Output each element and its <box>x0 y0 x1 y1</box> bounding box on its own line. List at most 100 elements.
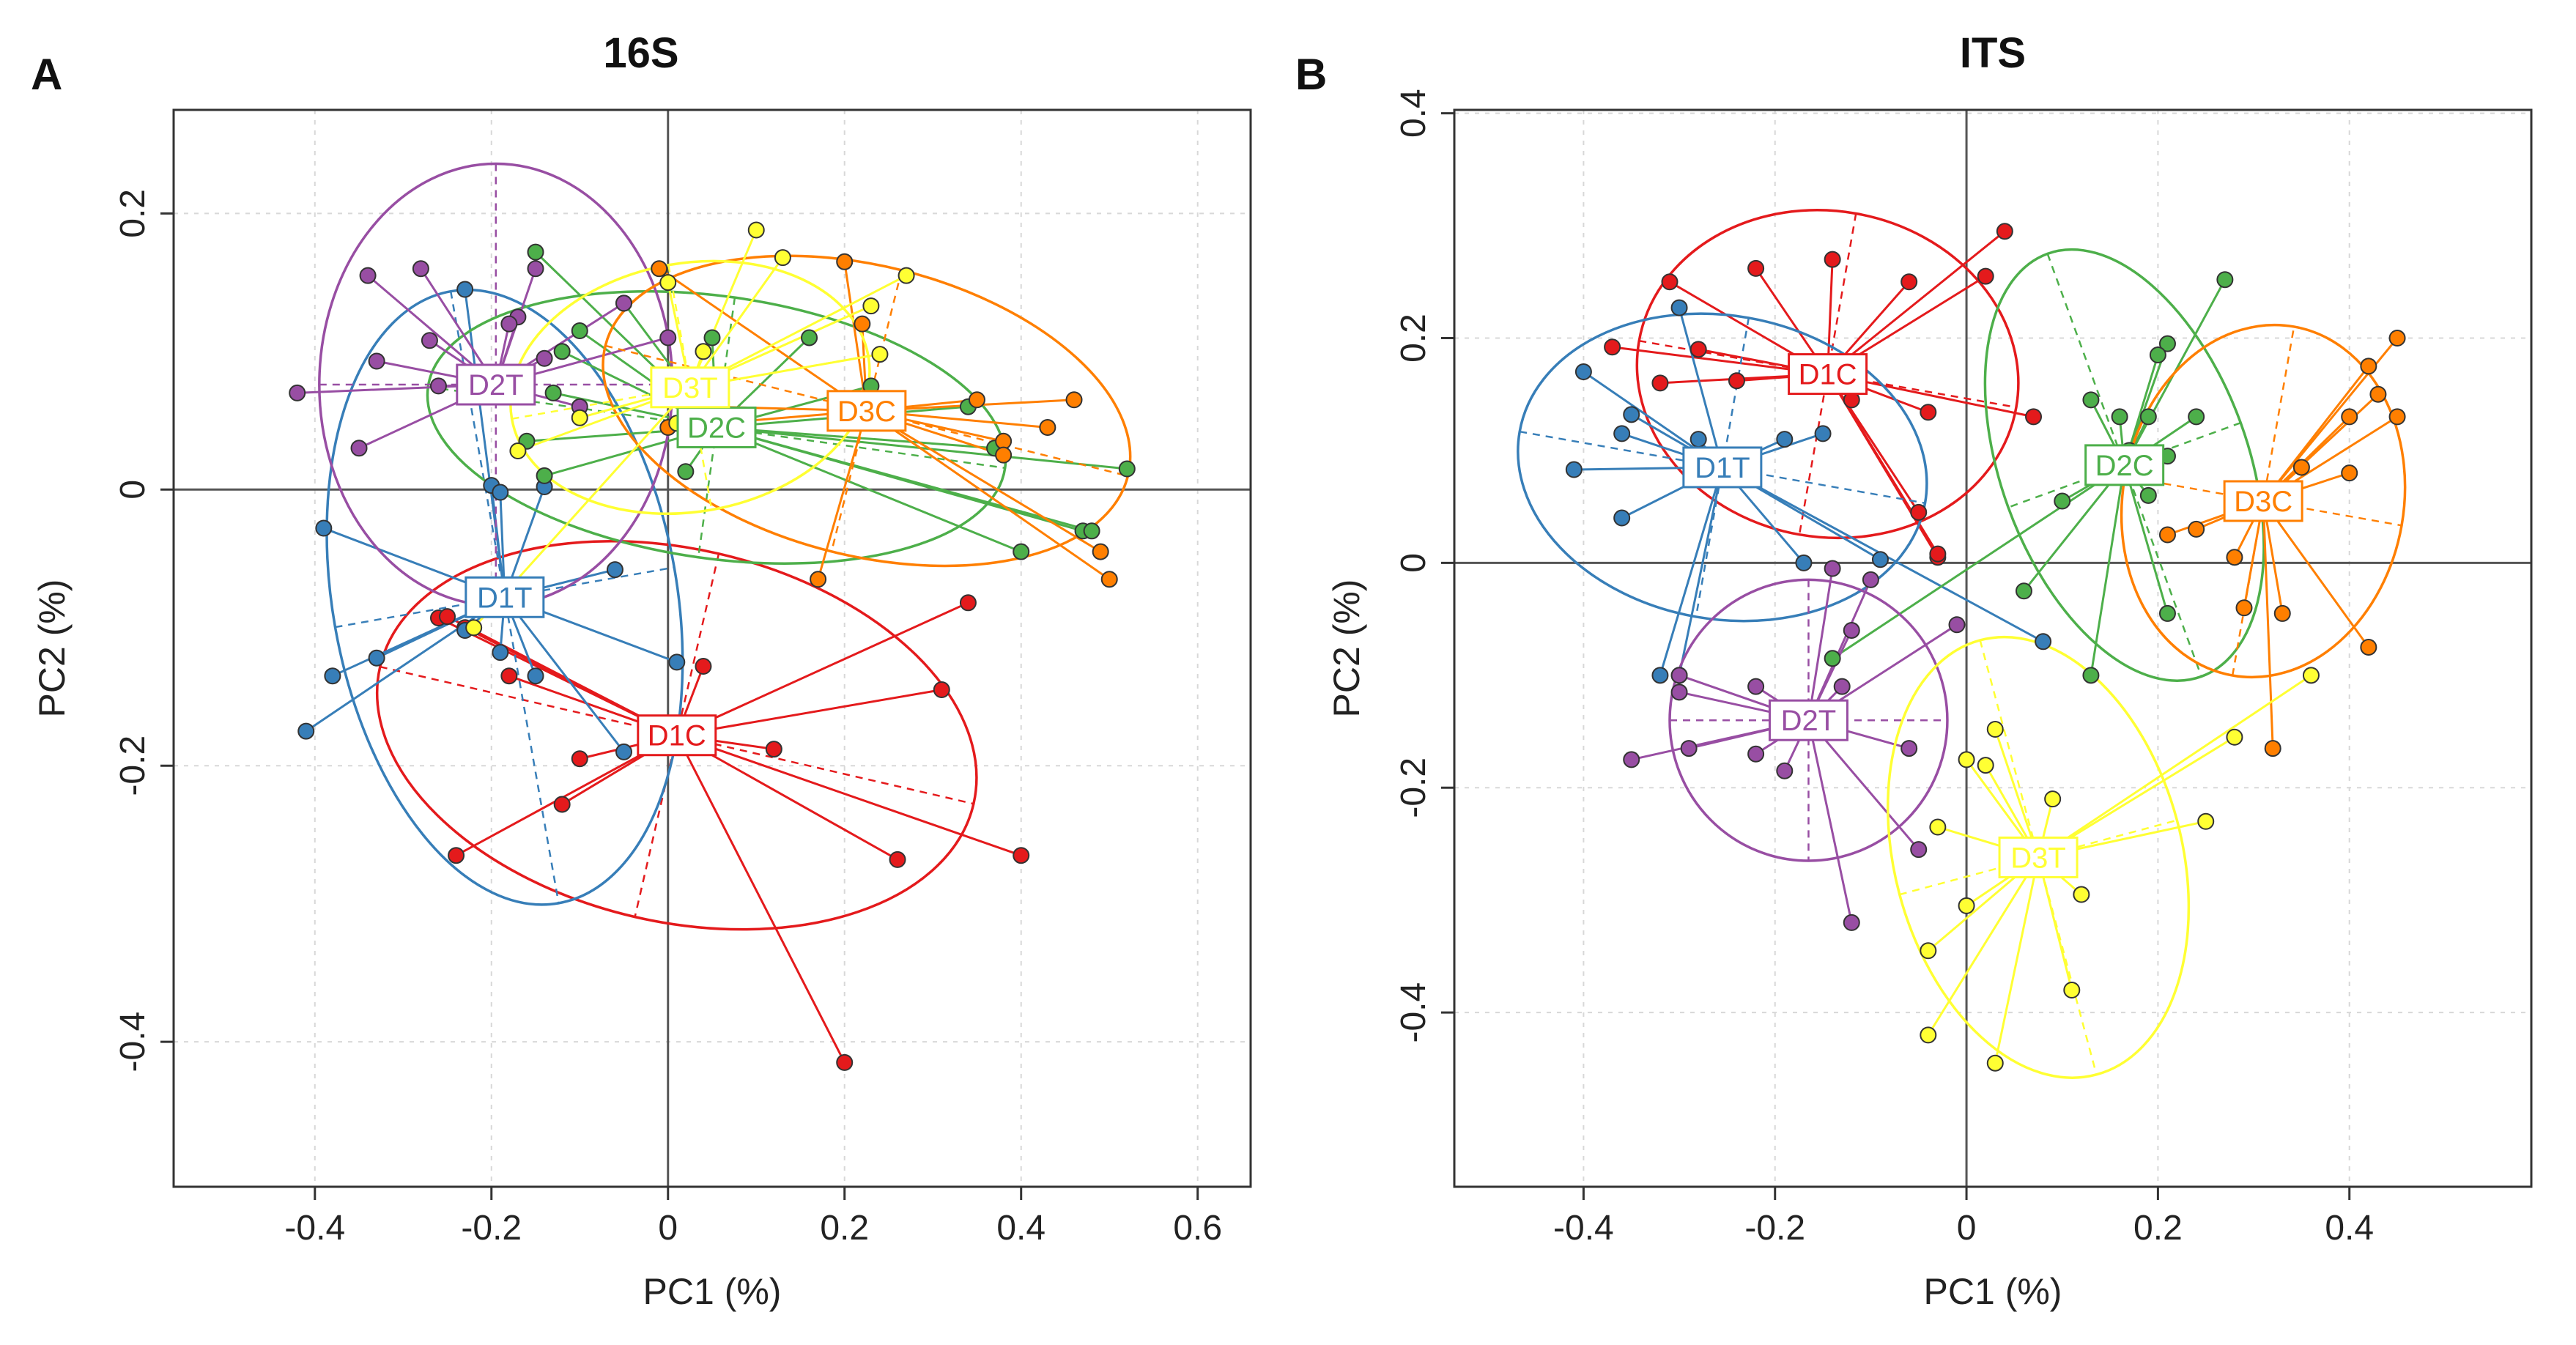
point-D1C <box>1604 338 1621 356</box>
ellipse-axis-minor <box>697 297 736 557</box>
x-tick-label: 0.4 <box>996 1209 1045 1248</box>
point-D1C <box>836 1053 854 1071</box>
point-D3T <box>2226 728 2243 746</box>
point-D2T <box>1833 678 1851 695</box>
point-D2T <box>1843 621 1860 639</box>
point-D1C <box>1996 223 2013 240</box>
point-D2C <box>1013 543 1030 560</box>
point-D2T <box>1824 560 1841 577</box>
point-D3C <box>968 391 985 409</box>
point-D1T <box>492 483 509 501</box>
spider-line-D2T <box>1807 568 1834 721</box>
point-D3T <box>774 249 791 267</box>
points-D3T <box>1920 667 2320 1072</box>
point-D2T <box>1900 740 1918 757</box>
point-D1T <box>492 644 509 662</box>
point-D2C <box>1118 460 1136 478</box>
point-D2C <box>2216 271 2234 289</box>
point-D1T <box>297 722 315 740</box>
x-tick-label: 0.4 <box>2325 1209 2374 1248</box>
point-D1T <box>324 667 341 685</box>
y-tick-label: 0.4 <box>1394 89 1433 138</box>
spider-line-D1T <box>1659 467 1724 676</box>
point-D2T <box>289 384 306 401</box>
point-D3T <box>2197 812 2215 830</box>
point-D3T <box>1920 1026 1937 1044</box>
spider-line-D3C <box>817 410 868 580</box>
y-tick-label: 0 <box>1394 553 1433 573</box>
point-D1T <box>368 649 385 667</box>
y-tick-label: -0.2 <box>114 736 152 796</box>
point-D2C <box>801 329 818 347</box>
ellipse-axis-major <box>1899 819 2177 896</box>
point-D3T <box>897 267 915 284</box>
point-D2C <box>536 467 553 484</box>
point-D2T <box>536 349 553 367</box>
label-text-D2C: D2C <box>687 412 746 444</box>
spider-line-D3C <box>866 410 1111 581</box>
x-tick-label: -0.4 <box>1553 1209 1614 1248</box>
label-box <box>637 714 717 757</box>
y-tick-label: 0.2 <box>114 189 152 238</box>
point-D1T <box>1871 551 1889 568</box>
point-D2T <box>1680 740 1698 757</box>
x-tick-label: 0.2 <box>2133 1209 2183 1248</box>
centroid-label-D1C: D1C <box>637 714 717 757</box>
point-D3T <box>2063 981 2081 998</box>
point-D1T <box>1651 667 1669 684</box>
point-D2T <box>1862 571 1879 588</box>
point-D3C <box>651 260 668 278</box>
x-tick-label: 0.2 <box>820 1209 869 1248</box>
spider-line-D2T <box>1807 579 1872 721</box>
label-text-D3T: D3T <box>2010 842 2066 874</box>
point-D1C <box>1689 341 1707 358</box>
spider-line-D2T <box>1807 719 1853 923</box>
spider-line-D3C <box>866 410 1101 553</box>
point-D1C <box>571 750 588 768</box>
point-D3C <box>1065 391 1083 409</box>
point-D1C <box>1824 251 1841 268</box>
point-D2C <box>2082 667 2100 684</box>
y-tick-label: 0.2 <box>1394 314 1433 363</box>
panel-title: ITS <box>1960 29 2026 77</box>
points-D2T <box>1623 560 1966 931</box>
point-D2T <box>421 332 438 349</box>
y-axis-title: PC2 (%) <box>32 579 73 718</box>
label-box <box>2223 480 2303 522</box>
point-D2T <box>659 329 677 347</box>
label-box <box>1768 699 1848 741</box>
centroid-label-D2C: D2C <box>676 406 757 448</box>
point-D3T <box>2044 790 2062 808</box>
spider-line-D2T <box>1807 719 1920 851</box>
point-D3T <box>1977 757 1994 774</box>
spider-line-D2C <box>2090 464 2126 676</box>
label-box <box>1682 446 1763 489</box>
points-D2T <box>289 260 677 457</box>
point-D2C <box>553 343 571 360</box>
point-D1T <box>1613 509 1631 527</box>
point-D2T <box>359 267 377 284</box>
spider-line-D2C <box>1832 464 2125 660</box>
centroid-label-D3T: D3T <box>650 366 730 409</box>
ellipse-axis-minor <box>830 270 903 552</box>
spider-line-D2C <box>716 426 1022 553</box>
point-D3T <box>1929 818 1947 836</box>
ellipse-axis-minor <box>449 291 560 904</box>
point-D1T <box>1689 431 1707 448</box>
point-D2C <box>571 322 588 340</box>
spider-line-D1T <box>464 289 506 598</box>
point-D1C <box>1929 545 1947 563</box>
point-D2C <box>2139 486 2157 504</box>
label-box <box>456 363 536 406</box>
spider-line-D3C <box>2262 500 2370 648</box>
point-D3C <box>2360 357 2377 375</box>
panel-title: 16S <box>603 29 678 77</box>
point-D1C <box>1013 847 1030 864</box>
centroid-label-D2T: D2T <box>456 363 536 406</box>
label-text-D2T: D2T <box>1781 705 1837 737</box>
point-D1C <box>448 847 465 864</box>
spider-line-D1T <box>503 596 625 753</box>
point-D2T <box>1747 678 1765 695</box>
point-D1T <box>2035 633 2052 651</box>
